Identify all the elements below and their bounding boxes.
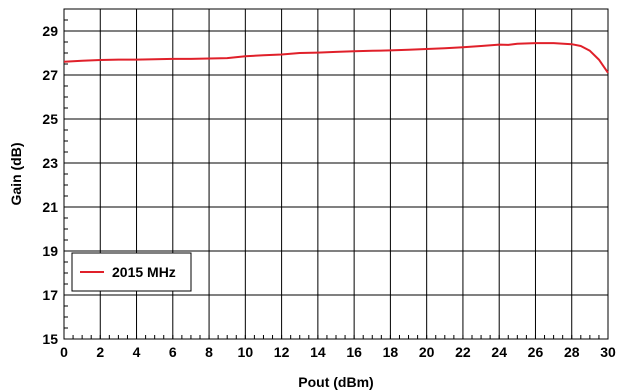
y-tick-label-29: 29	[42, 23, 58, 39]
x-tick-label-20: 20	[419, 344, 435, 360]
y-axis-title: Gain (dB)	[8, 143, 24, 206]
x-tick-label-18: 18	[383, 344, 399, 360]
x-tick-label-6: 6	[169, 344, 177, 360]
x-tick-label-8: 8	[205, 344, 213, 360]
y-tick-labels: 15 17 19 21 23 25 27 29	[42, 23, 58, 347]
x-tick-label-12: 12	[274, 344, 290, 360]
x-tick-label-14: 14	[310, 344, 326, 360]
y-tick-label-23: 23	[42, 155, 58, 171]
y-tick-label-19: 19	[42, 243, 58, 259]
y-tick-label-17: 17	[42, 287, 58, 303]
y-tick-label-21: 21	[42, 199, 58, 215]
x-tick-label-2: 2	[96, 344, 104, 360]
y-tick-label-27: 27	[42, 67, 58, 83]
series-line-0	[63, 42, 609, 74]
x-tick-label-10: 10	[238, 344, 254, 360]
y-tick-label-15: 15	[42, 331, 58, 347]
legend: 2015 MHz	[71, 252, 192, 292]
x-axis-title: Pout (dBm)	[298, 374, 373, 390]
x-tick-label-0: 0	[60, 344, 68, 360]
grid-lines	[63, 9, 609, 340]
y-tick-label-25: 25	[42, 111, 58, 127]
x-tick-label-30: 30	[600, 344, 616, 360]
x-tick-label-26: 26	[528, 344, 544, 360]
x-tick-label-22: 22	[455, 344, 471, 360]
plot-frame	[63, 8, 609, 340]
x-tick-label-4: 4	[133, 344, 141, 360]
legend-label-2015-mhz: 2015 MHz	[112, 264, 176, 280]
series-layer	[63, 42, 609, 74]
x-tick-label-28: 28	[564, 344, 580, 360]
x-tick-label-24: 24	[491, 344, 507, 360]
x-tick-label-16: 16	[346, 344, 362, 360]
x-tick-labels: 0 2 4 6 8 10 12 14 16 18 20 22 24 26 28 30	[60, 344, 616, 360]
